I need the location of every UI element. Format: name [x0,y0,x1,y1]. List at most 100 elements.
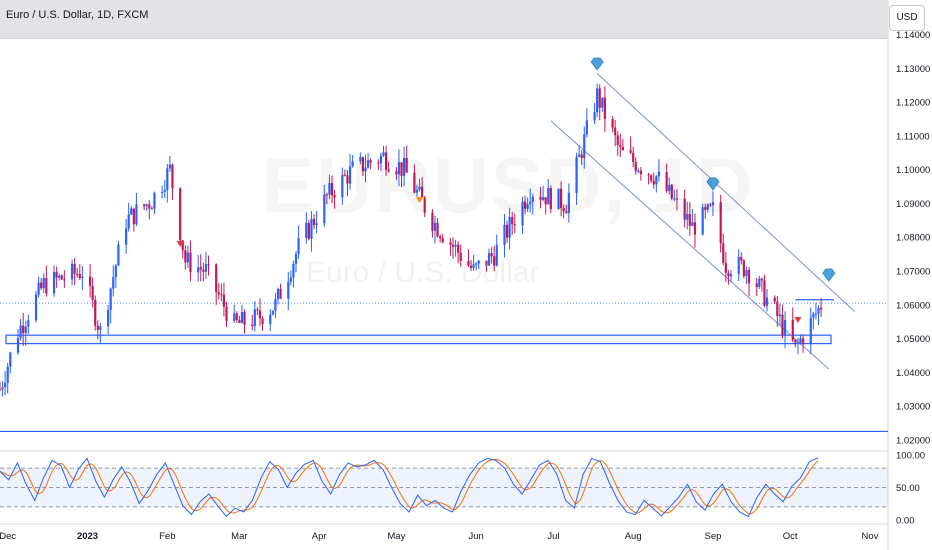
candle-body [279,288,282,299]
candle-body [495,244,498,266]
price-tick-label: 1.13000 [896,64,930,75]
candle-body [366,160,370,168]
candle-body [421,186,424,198]
candle-body [235,313,238,321]
candle-body [294,253,298,264]
time-tick-label: Sep [705,531,722,542]
candle-body [593,112,596,121]
time-tick-label: Mar [231,531,247,542]
candle-body [379,155,383,163]
candle-body [179,188,182,241]
candle-body [814,313,818,315]
candle-body [547,188,550,205]
candle-body [763,280,766,306]
candle-body [544,197,547,205]
candle-body [346,175,349,184]
candle-body [619,144,622,147]
triangle-down-icon [176,241,184,247]
candle-body [256,309,259,311]
candle-body [722,243,725,264]
price-tick-label: 1.09000 [896,199,930,210]
candle-body [794,339,797,343]
candle-body [197,267,200,273]
candle-body [243,311,246,325]
candle-body [449,242,452,245]
candle-body [783,319,787,335]
candle-body [632,152,635,162]
candle-body [709,204,712,206]
oscillator-tick-label: 0.00 [896,515,915,526]
candle-body [686,213,689,220]
candle-body [60,275,63,280]
candles [0,83,823,397]
candle-body [601,97,604,108]
candle-body [114,265,117,278]
time-tick-label: Nov [862,531,879,542]
candle-body [727,272,730,277]
symbol-title: Euro / U.S. Dollar, 1D, FXCM [6,9,149,21]
candle-body [508,217,511,238]
candle-body [16,338,20,353]
candle-body [531,196,534,202]
candle-body [819,307,823,310]
candle-body [143,204,146,207]
candle-body [472,264,475,268]
candle-body [747,270,751,284]
candle-body [652,180,655,185]
candle-body [63,279,66,281]
candle-body [637,170,640,172]
candle-body [809,317,812,345]
price-tick-label: 1.04000 [896,368,930,379]
triangle-down-icon [416,197,424,204]
candle-body [670,184,673,199]
candle-body [132,208,135,225]
candle-body [42,278,45,289]
candle-body [88,276,92,286]
candle-body [153,192,156,209]
candle-body [755,283,758,287]
candle-body [330,183,334,196]
candle-body [760,278,763,281]
candle-body [161,191,164,193]
price-tick-label: 1.02000 [896,435,930,446]
candle-body [400,162,403,176]
candle-body [413,172,416,193]
candle-body [469,265,473,268]
price-tick-label: 1.03000 [896,402,930,413]
candle-body [796,342,800,344]
currency-button[interactable]: USD [889,5,925,31]
candle-body [168,164,171,169]
oscillator-tick-label: 100.00 [896,451,925,462]
candle-body [668,184,671,191]
candle-body [665,172,668,191]
candle-body [683,198,686,220]
candle-body [616,135,619,145]
triangle-down-icon [794,316,802,323]
candle-body [724,263,727,273]
candle-body [27,320,30,327]
candle-body [513,224,516,226]
candle-body [423,197,426,213]
price-tick-label: 1.07000 [896,267,930,278]
candle-body [274,299,277,311]
candle-body [52,271,56,294]
symbol-watermark: EURUSD, 1D [262,140,754,231]
candle-body [22,325,25,333]
candle-body [271,310,274,315]
candle-body [325,194,328,196]
candle-body [451,244,455,247]
candle-body [634,161,637,172]
candle-body [202,269,205,272]
candle-body [539,196,542,200]
candle-body [621,146,624,151]
candle-body [778,314,781,316]
candle-body [19,325,22,339]
candle-body [688,213,691,226]
candle-body [312,219,316,226]
candle-body [529,201,532,205]
candle-body [701,207,704,235]
candle-body [560,188,563,209]
candle-body [673,198,676,200]
candle-body [351,161,354,167]
